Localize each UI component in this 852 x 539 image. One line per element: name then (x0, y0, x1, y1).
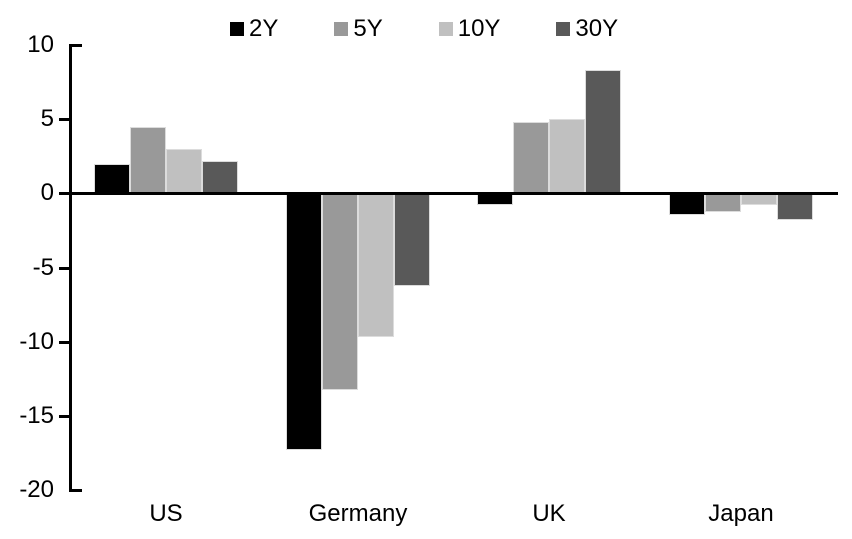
y-tick-label: -5 (32, 254, 54, 281)
y-axis-tick (59, 118, 69, 121)
bar-uk-10y (549, 119, 585, 193)
bar-japan-5y (705, 193, 741, 212)
y-axis-end-cap (72, 489, 82, 492)
x-category-label: UK (532, 500, 566, 527)
legend-swatch-icon (334, 22, 349, 36)
y-axis-line (69, 44, 72, 492)
y-tick-label: -10 (19, 328, 54, 355)
y-axis-tick (59, 341, 69, 344)
legend-swatch-icon (556, 22, 571, 36)
legend-item: 5Y (334, 15, 383, 42)
chart-legend: 2Y 5Y 10Y 30Y (230, 17, 618, 41)
bar-us-2y (94, 164, 130, 194)
bar-us-10y (166, 149, 202, 194)
legend-swatch-icon (230, 22, 244, 36)
legend-item: 30Y (556, 17, 618, 41)
bar-us-30y (202, 161, 238, 194)
y-axis-tick (59, 192, 69, 195)
bar-germany-10y (358, 193, 394, 337)
x-category-label: Japan (708, 500, 774, 527)
bar-uk-30y (585, 70, 621, 193)
legend-label: 5Y (353, 15, 383, 42)
y-axis-tick (59, 415, 69, 418)
bar-uk-5y (513, 122, 549, 193)
y-tick-label: 5 (40, 105, 54, 132)
x-category-label: US (149, 500, 183, 527)
legend-item: 2Y (230, 17, 278, 41)
legend-swatch-icon (438, 22, 453, 36)
y-tick-label: 10 (27, 31, 54, 58)
legend-label: 2Y (249, 15, 279, 42)
bar-japan-2y (669, 193, 705, 215)
bar-us-5y (130, 127, 166, 194)
y-axis-tick (59, 267, 69, 270)
legend-item: 10Y (438, 15, 501, 42)
y-axis-end-cap (72, 44, 82, 47)
x-category-label: Germany (308, 500, 408, 527)
legend-label: 30Y (575, 15, 619, 42)
bar-germany-30y (394, 193, 430, 286)
legend-label: 10Y (457, 15, 501, 42)
y-tick-label: 0 (40, 179, 54, 206)
y-tick-label: -20 (19, 476, 54, 503)
y-tick-label: -15 (19, 402, 54, 429)
bar-germany-5y (322, 193, 358, 390)
bar-japan-30y (777, 193, 813, 220)
bar-germany-2y (286, 193, 322, 450)
zero-axis-line (69, 192, 838, 195)
